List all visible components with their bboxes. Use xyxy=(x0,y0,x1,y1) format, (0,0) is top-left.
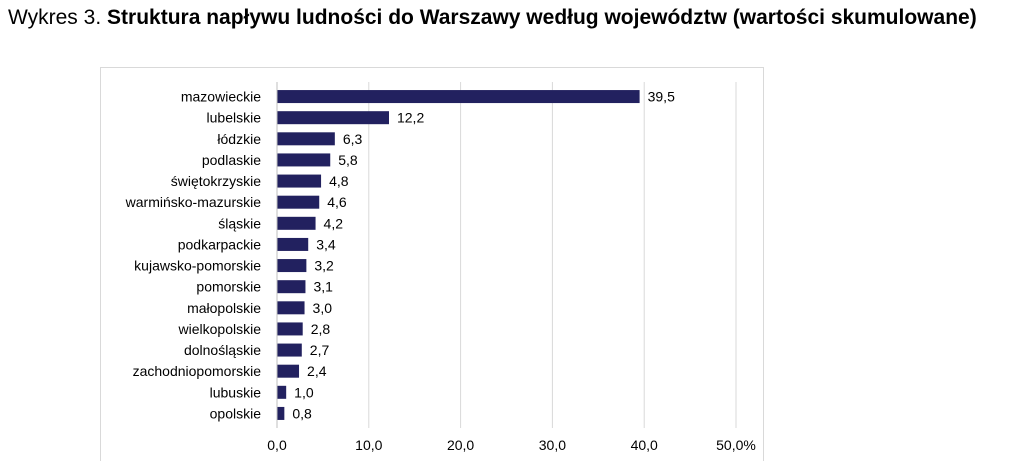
bar xyxy=(277,174,322,188)
category-label: zachodniopomorskie xyxy=(133,363,262,379)
category-label: pomorskie xyxy=(196,279,261,295)
bar xyxy=(277,111,389,125)
category-label: lubelskie xyxy=(207,110,262,126)
bar xyxy=(277,153,331,167)
data-label: 39,5 xyxy=(648,89,675,105)
title-main: Struktura napływu ludności do Warszawy w… xyxy=(107,6,977,29)
data-label: 2,8 xyxy=(311,321,331,337)
category-label: opolskie xyxy=(210,405,262,421)
category-label: świętokrzyskie xyxy=(171,173,261,189)
category-label: małopolskie xyxy=(187,300,261,316)
category-label: lubuskie xyxy=(210,384,262,400)
bar xyxy=(277,364,300,378)
bar xyxy=(277,195,320,209)
category-label: podlaskie xyxy=(202,152,261,168)
data-label: 4,8 xyxy=(329,173,349,189)
chart-frame xyxy=(100,67,764,461)
bar xyxy=(277,216,316,230)
bar xyxy=(277,90,640,104)
data-label: 6,3 xyxy=(343,131,363,147)
data-label: 12,2 xyxy=(397,110,424,126)
title-prefix: Wykres 3. xyxy=(8,6,102,29)
data-label: 5,8 xyxy=(338,152,358,168)
data-label: 2,7 xyxy=(310,342,330,358)
data-label: 3,0 xyxy=(313,300,333,316)
bar xyxy=(277,385,287,399)
bar xyxy=(277,237,309,251)
bar xyxy=(277,259,307,273)
x-tick-label: 10,0 xyxy=(355,437,382,453)
category-label: podkarpackie xyxy=(178,236,261,252)
bar xyxy=(277,343,302,357)
chart-title: Wykres 3. Struktura napływu ludności do … xyxy=(8,6,977,30)
category-label: kujawsko-pomorskie xyxy=(134,258,261,274)
category-label: wielkopolskie xyxy=(178,321,262,337)
x-tick-label: 0,0 xyxy=(267,437,287,453)
data-label: 3,1 xyxy=(313,279,333,295)
x-tick-label: 30,0 xyxy=(539,437,566,453)
data-label: 1,0 xyxy=(294,384,314,400)
category-label: mazowieckie xyxy=(181,89,261,105)
category-label: łódzkie xyxy=(217,131,261,147)
bar xyxy=(277,280,306,294)
data-label: 3,4 xyxy=(316,236,336,252)
data-label: 4,2 xyxy=(324,215,344,231)
x-tick-label: 40,0 xyxy=(631,437,658,453)
category-label: śląskie xyxy=(218,215,261,231)
data-label: 3,2 xyxy=(314,258,334,274)
bar xyxy=(277,301,305,315)
data-label: 4,6 xyxy=(327,194,347,210)
x-tick-label: 50,0% xyxy=(716,437,756,453)
bar xyxy=(277,132,335,146)
data-label: 0,8 xyxy=(292,405,312,421)
x-tick-label: 20,0 xyxy=(447,437,474,453)
category-label: warmińsko-mazurskie xyxy=(125,194,262,210)
category-label: dolnośląskie xyxy=(184,342,261,358)
bar xyxy=(277,406,285,420)
bar xyxy=(277,322,303,336)
data-label: 2,4 xyxy=(307,363,327,379)
